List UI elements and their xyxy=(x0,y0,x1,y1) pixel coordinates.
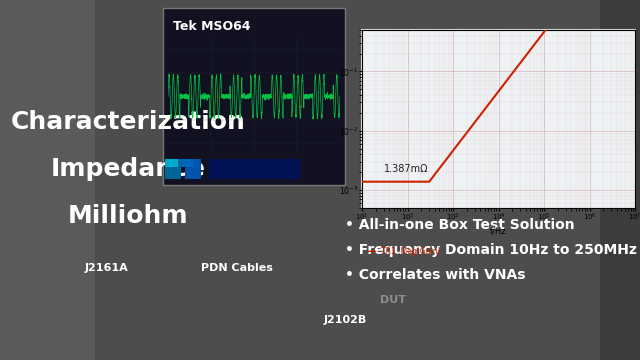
Bar xyxy=(185,159,201,179)
Text: PDN Cables: PDN Cables xyxy=(201,263,273,273)
Text: • Frequency Domain 10Hz to 250MHz: • Frequency Domain 10Hz to 250MHz xyxy=(345,243,637,257)
Text: DUT: DUT xyxy=(380,295,406,305)
Text: • Correlates with VNAs: • Correlates with VNAs xyxy=(345,268,525,282)
Bar xyxy=(165,159,181,179)
Text: Milliohm: Milliohm xyxy=(68,204,188,228)
Text: J2161A: J2161A xyxy=(84,263,128,273)
Text: 1.387mΩ: 1.387mΩ xyxy=(384,164,428,174)
Bar xyxy=(163,8,345,185)
Text: J21⁠⁠B: J21⁠⁠B xyxy=(404,200,426,210)
Text: ━━  TR1: Mag(Gain): ━━ TR1: Mag(Gain) xyxy=(367,247,441,256)
Text: • All-in-one Box Test Solution: • All-in-one Box Test Solution xyxy=(345,218,575,232)
Bar xyxy=(362,30,635,208)
Text: Impedance: Impedance xyxy=(51,157,205,181)
Text: Tek MSO64: Tek MSO64 xyxy=(173,20,250,33)
Bar xyxy=(600,0,640,360)
Text: Characterization: Characterization xyxy=(11,111,245,134)
Bar xyxy=(209,159,300,179)
Bar xyxy=(95,0,600,360)
X-axis label: f/Hz: f/Hz xyxy=(490,226,507,235)
Text: J2102B: J2102B xyxy=(323,315,367,325)
Bar xyxy=(165,159,177,167)
Bar xyxy=(181,159,194,167)
Bar xyxy=(0,0,95,360)
